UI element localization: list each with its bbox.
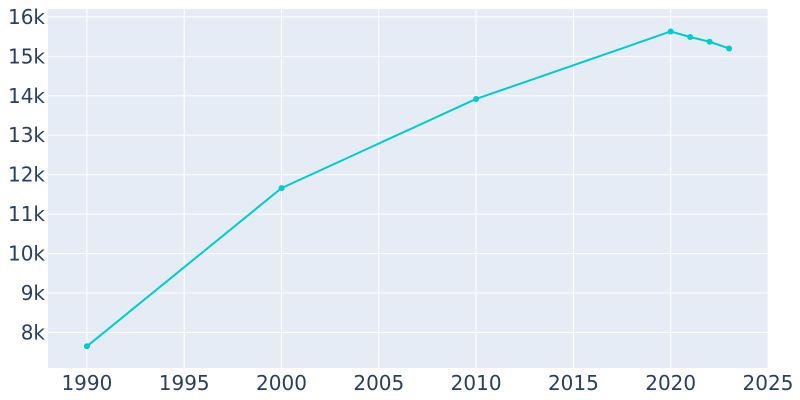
x-tick-label: 1995 — [159, 371, 210, 395]
y-tick-label: 14k — [8, 84, 45, 108]
y-tick-label: 13k — [8, 123, 45, 147]
x-tick-label: 2020 — [645, 371, 696, 395]
x-tick-label: 2015 — [548, 371, 599, 395]
data-point[interactable] — [278, 185, 285, 192]
y-tick-label: 11k — [8, 202, 45, 226]
y-tick-label: 10k — [8, 242, 45, 266]
x-tick-label: 2010 — [451, 371, 502, 395]
y-tick-label: 16k — [8, 5, 45, 29]
plot-area — [48, 9, 768, 368]
data-point[interactable] — [726, 45, 733, 52]
x-tick-label: 1990 — [61, 371, 112, 395]
y-tick-label: 12k — [8, 163, 45, 187]
y-axis-tick-labels: 8k 9k 10k 11k 12k 13k 14k 15k 16k — [8, 5, 45, 345]
x-tick-label: 2005 — [353, 371, 404, 395]
y-tick-label: 8k — [21, 320, 46, 344]
data-point[interactable] — [706, 38, 713, 45]
x-tick-label: 2000 — [256, 371, 307, 395]
data-point[interactable] — [687, 34, 694, 41]
x-axis-tick-labels: 1990 1995 2000 2005 2010 2015 2020 2025 — [61, 371, 793, 395]
series-layer — [83, 28, 733, 350]
y-tick-label: 9k — [21, 281, 46, 305]
y-gridlines — [48, 16, 768, 333]
data-point[interactable] — [667, 28, 674, 35]
data-point[interactable] — [83, 343, 90, 350]
y-tick-label: 15k — [8, 44, 45, 68]
x-tick-label: 2025 — [743, 371, 794, 395]
data-point[interactable] — [473, 95, 480, 102]
